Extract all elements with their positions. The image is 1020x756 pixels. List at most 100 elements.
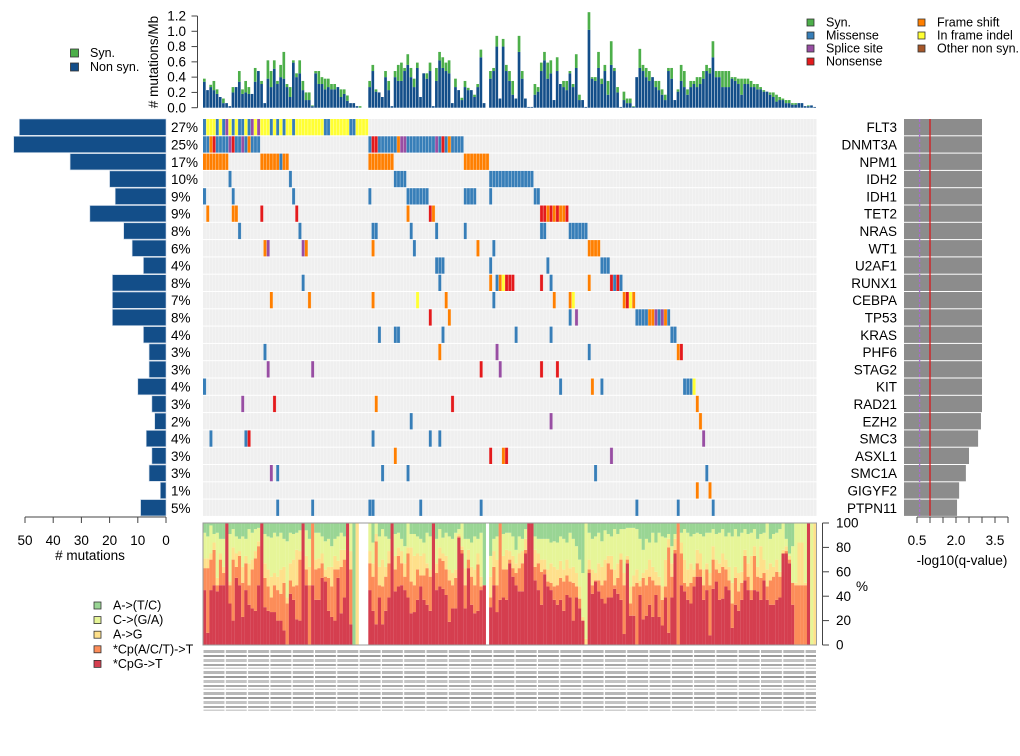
titv-segment-c-to-g-a [323, 541, 328, 570]
gene-count-bar [13, 136, 167, 153]
gene-count-bar [143, 326, 167, 344]
gene-count-bar [123, 222, 167, 240]
tmb-bar-syn [632, 106, 635, 107]
mutation-cell [346, 119, 350, 136]
titv-segment-a-to-t-c [562, 523, 566, 539]
tmb-bar-nonsyn [266, 78, 270, 108]
titv-segment-cpacpt-to-t [603, 580, 607, 604]
mutation-cell [387, 153, 391, 170]
titv-segment-cpacpt-to-t [520, 563, 525, 592]
titv-segment-c-to-g-a [740, 532, 744, 572]
tmb-bar-syn [266, 60, 270, 79]
mutation-cell [307, 119, 312, 136]
mutation-cell [374, 395, 378, 413]
titv-segment-c-to-g-a [393, 533, 397, 556]
tmb-bar-syn [616, 87, 619, 93]
titv-segment-a-to-g [381, 559, 385, 587]
titv-segment-c-to-g-a [568, 532, 572, 569]
legend-swatch [917, 31, 926, 40]
titv-segment-cpacpt-to-t [562, 581, 566, 611]
titv-segment-cpg-to-t [692, 586, 696, 645]
titv-segment-cpacpt-to-t [237, 555, 242, 586]
tmb-bar-syn [654, 80, 658, 88]
titv-segment-a-to-t-c [524, 523, 528, 530]
titv-segment-cpg-to-t [705, 590, 709, 645]
mutation-cell [673, 326, 677, 343]
tmb-bar-syn [466, 87, 470, 91]
tmb-bar-syn [549, 60, 553, 74]
titv-segment-a-to-g [428, 569, 432, 577]
titv-segment-a-to-t-c [298, 523, 302, 531]
titv-segment-cpg-to-t [571, 620, 575, 645]
gene-name-label: KRAS [860, 328, 897, 343]
mutation-cell [415, 188, 420, 205]
titv-segment-c-to-g-a [667, 533, 671, 539]
titv-segment-a-to-t-c [536, 523, 540, 539]
mutation-cell [438, 274, 442, 291]
titv-segment-cpacpt-to-t [266, 586, 270, 611]
tmb-bar-syn [708, 67, 712, 74]
tmb-bar-nonsyn [663, 100, 667, 108]
mutation-cell [670, 326, 674, 343]
mutation-cell [501, 447, 505, 464]
legend-label: A->(T/C) [113, 599, 161, 613]
tmb-bar-nonsyn [438, 60, 441, 108]
titv-segment-a-to-g [559, 560, 563, 578]
tmb-bar-nonsyn [660, 94, 664, 108]
mutation-cell [218, 119, 223, 136]
titv-segment-a-to-t-c [721, 523, 725, 530]
titv-segment-a-to-t-c [247, 523, 251, 530]
titv-segment-cpacpt-to-t [253, 558, 258, 611]
titv-segment-a-to-g [619, 553, 623, 560]
titv-segment-a-to-t-c [352, 523, 356, 645]
gene-percent-labels: 27%25%17%10%9%9%8%6%4%8%7%8%4%3%3%4%3%2%… [171, 120, 198, 516]
titv-segment-a-to-t-c [705, 523, 709, 533]
mutation-cell [587, 240, 591, 257]
mutation-cell [508, 170, 512, 188]
gene-mutation-percent: 9% [171, 207, 191, 222]
tmb-bar-nonsyn [470, 90, 473, 108]
mutation-cell [431, 205, 436, 222]
titv-segment-a-to-t-c [466, 523, 471, 539]
titv-segment-cpg-to-t [438, 586, 442, 645]
mutation-cell [311, 119, 315, 136]
titv-segment-cpg-to-t [333, 620, 337, 645]
titv-segment-a-to-t-c [590, 523, 595, 539]
tmb-bar-nonsyn [651, 77, 654, 108]
tmb-bar-syn [752, 84, 756, 88]
mutation-cell [269, 465, 273, 482]
tmb-bar-syn [730, 77, 734, 79]
titv-segment-cpg-to-t [212, 585, 216, 645]
titv-segment-c-to-g-a [349, 523, 353, 552]
mutation-cell [285, 119, 289, 136]
titv-segment-c-to-g-a [759, 533, 763, 547]
mutation-cell [282, 119, 286, 136]
titv-segment-a-to-g [648, 559, 652, 577]
mutation-cell [244, 119, 248, 136]
titv-segment-cpg-to-t [787, 563, 792, 645]
titv-segment-cpg-to-t [466, 568, 471, 645]
gene-name-label: RUNX1 [851, 276, 897, 291]
titv-segment-cpg-to-t [555, 604, 560, 645]
titv-segment-cpacpt-to-t [371, 576, 375, 611]
titv-segment-a-to-g [476, 553, 480, 565]
tmb-bar-nonsyn [517, 51, 521, 108]
titv-segment-cpacpt-to-t [422, 575, 426, 600]
titv-segment-cpacpt-to-t [784, 551, 788, 554]
titv-segment-cpg-to-t [772, 604, 776, 645]
titv-segment-a-to-g [317, 558, 321, 569]
tmb-bar-syn [279, 64, 282, 78]
mutation-cell [206, 205, 210, 222]
tmb-bar-syn [454, 78, 457, 88]
titv-segment-cpacpt-to-t [613, 585, 617, 589]
titv-segment-c-to-g-a [810, 523, 814, 645]
titv-segment-a-to-t-c [625, 523, 629, 528]
titv-segment-a-to-g [520, 551, 525, 564]
titv-segment-a-to-t-c [212, 523, 216, 534]
oncoplot-matrix [203, 119, 817, 516]
tmb-bar-syn [222, 98, 225, 104]
titv-segment-cpacpt-to-t [333, 569, 337, 621]
titv-segment-c-to-g-a [686, 532, 690, 570]
titv-segment-cpg-to-t [737, 610, 741, 645]
